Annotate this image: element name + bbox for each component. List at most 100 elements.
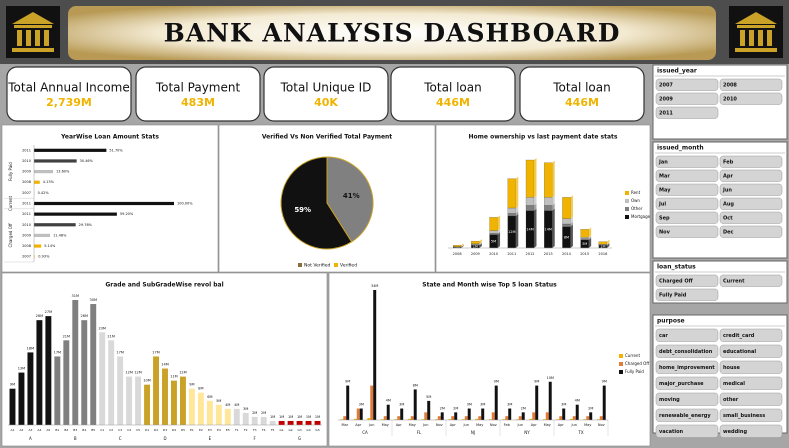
x-tick-label: B5 bbox=[91, 428, 95, 432]
slicer-button[interactable] bbox=[719, 274, 783, 287]
bar bbox=[34, 201, 174, 206]
data-label: 51.70% bbox=[109, 148, 123, 152]
slicer-button[interactable] bbox=[655, 328, 719, 342]
x-tick-label: E1 bbox=[190, 428, 194, 432]
bar bbox=[521, 412, 525, 420]
bar bbox=[475, 418, 479, 420]
bar bbox=[451, 416, 455, 420]
slicer-button[interactable] bbox=[719, 408, 783, 422]
slicer-button[interactable] bbox=[719, 328, 783, 342]
x-tick-label: B3 bbox=[73, 428, 77, 432]
x-tick-label: G5 bbox=[315, 428, 319, 432]
bar-side bbox=[479, 242, 482, 246]
bar bbox=[135, 376, 142, 425]
slicer-button[interactable] bbox=[719, 360, 783, 374]
slicer-button[interactable] bbox=[655, 92, 719, 105]
group-label: B bbox=[74, 436, 77, 441]
bar bbox=[518, 416, 522, 420]
data-label: 2M bbox=[440, 406, 445, 410]
slicer-item: Jun bbox=[722, 187, 732, 193]
x-tick-label: 2008 bbox=[453, 252, 462, 256]
data-label: 9M bbox=[189, 383, 194, 387]
bar-segment bbox=[580, 238, 589, 241]
data-label: 34M bbox=[371, 284, 378, 288]
data-label: 21M bbox=[107, 334, 114, 338]
x-tick-label: 2013 bbox=[544, 252, 553, 256]
bar-side bbox=[534, 195, 537, 206]
bar bbox=[481, 408, 485, 420]
data-label: 1M bbox=[288, 415, 293, 419]
data-label: 59% bbox=[294, 206, 311, 214]
slicer-item: 2008 bbox=[723, 82, 737, 88]
bar bbox=[34, 169, 54, 174]
slicer-button[interactable] bbox=[719, 344, 783, 358]
bar-side bbox=[479, 243, 482, 248]
kpi-label: Total Annual Income bbox=[7, 81, 130, 95]
slicer-button[interactable] bbox=[655, 78, 719, 91]
y-tick-label: 2011 bbox=[22, 148, 31, 152]
slicer-button[interactable] bbox=[719, 376, 783, 390]
slicer-button[interactable] bbox=[719, 78, 783, 91]
y-tick-label: 2007 bbox=[22, 191, 31, 195]
slicer-button[interactable] bbox=[655, 360, 719, 374]
bar-segment bbox=[507, 178, 516, 209]
slicer-button[interactable] bbox=[719, 211, 783, 224]
slicer-button[interactable] bbox=[719, 169, 783, 182]
slicer-button[interactable] bbox=[719, 424, 783, 438]
slicer-button[interactable] bbox=[719, 392, 783, 406]
slicer-button[interactable] bbox=[655, 376, 719, 390]
data-label: 0.42% bbox=[38, 191, 50, 195]
slicer-item: 2011 bbox=[659, 110, 673, 116]
x-tick-label: B2 bbox=[64, 428, 68, 432]
bar bbox=[427, 400, 431, 420]
slicer-item: Jul bbox=[658, 201, 666, 207]
kpi-card bbox=[6, 66, 132, 122]
slicer-title: loan_status bbox=[657, 264, 696, 271]
slicer-button[interactable] bbox=[719, 92, 783, 105]
slicer-button[interactable] bbox=[655, 106, 719, 119]
bar bbox=[34, 180, 40, 184]
slicer-button[interactable] bbox=[655, 288, 719, 301]
slicer-item: Feb bbox=[723, 159, 734, 165]
slicer-button[interactable] bbox=[655, 392, 719, 406]
data-label: 21M bbox=[63, 334, 70, 338]
bank-icon bbox=[6, 6, 60, 58]
slicer-button[interactable] bbox=[719, 197, 783, 210]
slicer-button[interactable] bbox=[655, 225, 719, 238]
bar bbox=[27, 352, 34, 425]
group-label: CA bbox=[362, 430, 368, 435]
slicer-button[interactable] bbox=[719, 155, 783, 168]
bar bbox=[400, 408, 404, 420]
slicer-button[interactable] bbox=[655, 197, 719, 210]
bar-side bbox=[534, 203, 537, 211]
data-label: 3M bbox=[507, 403, 512, 407]
bar bbox=[359, 408, 363, 420]
slicer-button[interactable] bbox=[655, 183, 719, 196]
slicer-button[interactable] bbox=[655, 424, 719, 438]
x-tick-label: 2014 bbox=[562, 252, 572, 256]
bar bbox=[386, 404, 390, 420]
slicer-button[interactable] bbox=[655, 408, 719, 422]
bar bbox=[162, 368, 168, 425]
slicer-item: small_business bbox=[723, 413, 765, 419]
bar bbox=[126, 376, 133, 425]
slicer-button[interactable] bbox=[655, 274, 719, 287]
bar bbox=[508, 408, 512, 420]
bar bbox=[380, 419, 384, 420]
slicer-button[interactable] bbox=[655, 155, 719, 168]
bar bbox=[572, 416, 576, 420]
x-tick-label: Jun bbox=[422, 423, 428, 427]
slicer-button[interactable] bbox=[655, 169, 719, 182]
bar bbox=[224, 408, 231, 425]
slicer-button[interactable] bbox=[655, 344, 719, 358]
y-tick-label: 2009 bbox=[22, 170, 31, 174]
slicer-button[interactable] bbox=[655, 211, 719, 224]
slicer-button[interactable] bbox=[719, 225, 783, 238]
bar bbox=[188, 388, 195, 425]
data-label: 17M bbox=[116, 350, 123, 354]
slicer-button[interactable] bbox=[719, 183, 783, 196]
bar-side bbox=[588, 235, 592, 239]
data-label: 29.76% bbox=[79, 223, 93, 227]
x-tick-label: May bbox=[584, 423, 591, 427]
data-label: 3M bbox=[561, 403, 566, 407]
